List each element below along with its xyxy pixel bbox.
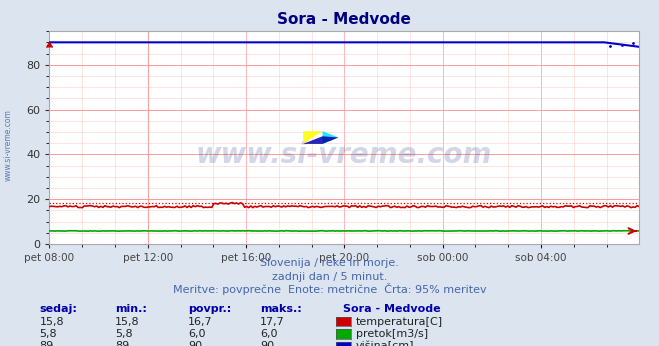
Text: povpr.:: povpr.: <box>188 304 231 314</box>
Text: 15,8: 15,8 <box>40 317 64 327</box>
Text: 16,7: 16,7 <box>188 317 212 327</box>
Polygon shape <box>303 131 322 144</box>
Text: 90: 90 <box>188 342 202 346</box>
Text: 17,7: 17,7 <box>260 317 285 327</box>
Text: maks.:: maks.: <box>260 304 302 314</box>
Text: Sora - Medvode: Sora - Medvode <box>343 304 440 314</box>
Text: 5,8: 5,8 <box>115 329 133 339</box>
Text: višina[cm]: višina[cm] <box>356 341 415 346</box>
Text: temperatura[C]: temperatura[C] <box>356 317 443 327</box>
Text: 6,0: 6,0 <box>188 329 206 339</box>
Text: Meritve: povprečne  Enote: metrične  Črta: 95% meritev: Meritve: povprečne Enote: metrične Črta:… <box>173 283 486 295</box>
Text: 89: 89 <box>40 342 54 346</box>
Text: 5,8: 5,8 <box>40 329 57 339</box>
Polygon shape <box>303 136 339 144</box>
Text: 89: 89 <box>115 342 130 346</box>
Text: www.si-vreme.com: www.si-vreme.com <box>3 109 13 181</box>
Text: 15,8: 15,8 <box>115 317 140 327</box>
Text: min.:: min.: <box>115 304 147 314</box>
Text: pretok[m3/s]: pretok[m3/s] <box>356 329 428 339</box>
Text: 90: 90 <box>260 342 274 346</box>
Text: zadnji dan / 5 minut.: zadnji dan / 5 minut. <box>272 272 387 282</box>
Text: www.si-vreme.com: www.si-vreme.com <box>196 140 492 169</box>
Text: 6,0: 6,0 <box>260 329 278 339</box>
Polygon shape <box>322 131 339 144</box>
Text: sedaj:: sedaj: <box>40 304 77 314</box>
Title: Sora - Medvode: Sora - Medvode <box>277 12 411 27</box>
Text: Slovenija / reke in morje.: Slovenija / reke in morje. <box>260 258 399 268</box>
